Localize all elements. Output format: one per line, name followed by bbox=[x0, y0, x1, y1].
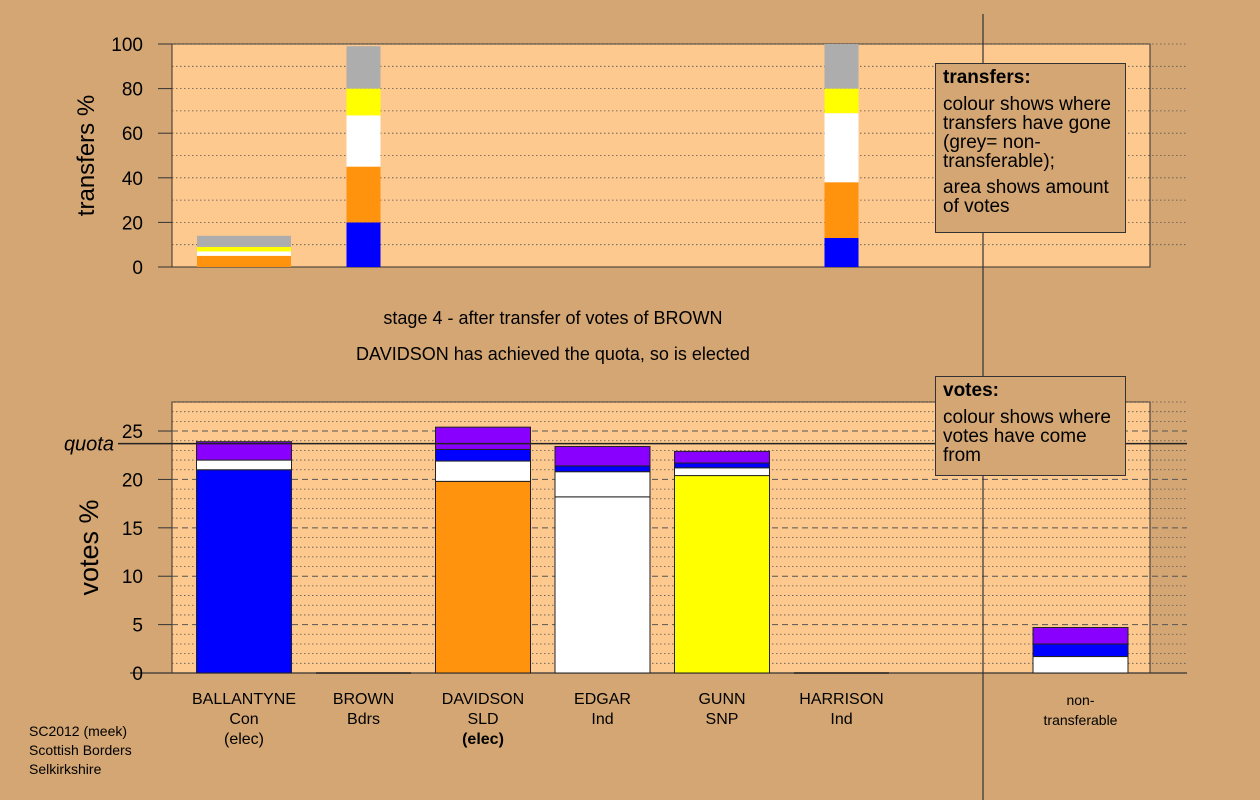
transfers-bar-segment bbox=[197, 255, 291, 267]
stage-title: stage 4 - after transfer of votes of BRO… bbox=[383, 308, 723, 328]
transfers-bar-segment bbox=[346, 46, 381, 89]
votes-bar-segment bbox=[1032, 643, 1129, 658]
candidate-label: DAVIDSON SLD (elec) bbox=[418, 690, 548, 750]
transfers-bar-segment bbox=[346, 88, 381, 116]
footer-line-1: SC2012 (meek) bbox=[29, 723, 128, 739]
candidate-status: (elec) bbox=[462, 731, 504, 748]
candidate-name: HARRISON bbox=[799, 691, 884, 708]
candidate-party: Con bbox=[229, 711, 259, 728]
transfers-bar-segment bbox=[824, 113, 859, 183]
votes-legend-heading: votes: bbox=[943, 380, 999, 401]
votes-bar-segment bbox=[196, 459, 292, 471]
candidate-label: GUNN SNP bbox=[657, 690, 787, 730]
transfers-tick-label: 0 bbox=[132, 258, 143, 279]
transfers-bar-segment bbox=[824, 88, 859, 114]
candidate-name: GUNN bbox=[698, 691, 746, 708]
quota-label: quota bbox=[64, 434, 114, 456]
transfers-bar-segment bbox=[197, 235, 291, 247]
candidate-name: DAVIDSON bbox=[441, 691, 525, 708]
votes-tick-label: 15 bbox=[122, 519, 143, 540]
footer: SC2012 (meek) Scottish Borders Selkirksh… bbox=[29, 722, 132, 779]
candidate-label: BALLANTYNE Con (elec) bbox=[179, 690, 309, 750]
votes-tick-label: 20 bbox=[122, 470, 143, 491]
votes-tick-label: 5 bbox=[132, 616, 143, 637]
votes-tick-label: 25 bbox=[122, 422, 143, 443]
candidate-party: Ind bbox=[591, 711, 614, 728]
votes-bar-segment bbox=[674, 462, 770, 469]
candidate-name: BALLANTYNE bbox=[191, 691, 297, 708]
candidate-status: (elec) bbox=[223, 731, 264, 748]
transfers-bar-segment bbox=[346, 222, 381, 267]
transfers-bar-segment bbox=[824, 182, 859, 239]
footer-line-3: Selkirkshire bbox=[29, 761, 102, 777]
votes-bar-segment bbox=[435, 460, 531, 482]
transfers-bar-segment bbox=[824, 238, 859, 267]
transfers-tick-label: 20 bbox=[122, 213, 143, 234]
votes-bar-segment bbox=[554, 465, 651, 473]
votes-bar-segment bbox=[196, 441, 292, 461]
candidate-name: EDGAR bbox=[574, 691, 631, 708]
candidate-label: HARRISON Ind bbox=[777, 690, 907, 730]
votes-axis-title: votes % bbox=[74, 499, 104, 595]
votes-bar-segment bbox=[196, 469, 292, 674]
votes-bar-segment bbox=[554, 496, 651, 674]
candidate-name: BROWN bbox=[332, 691, 395, 708]
candidate-party: transferable bbox=[1043, 712, 1118, 728]
stage-subtitle: DAVIDSON has achieved the quota, so is e… bbox=[356, 344, 750, 364]
transfers-legend-text: colour shows where transfers have gone (… bbox=[943, 94, 1111, 172]
candidate-party: SLD bbox=[467, 711, 499, 728]
votes-bar-segment bbox=[554, 446, 651, 467]
candidate-label: non-transferable bbox=[1016, 690, 1146, 730]
votes-bar-segment bbox=[435, 480, 531, 674]
transfers-bar-segment bbox=[824, 44, 859, 89]
votes-bar-segment bbox=[674, 467, 770, 477]
transfers-legend-heading: transfers: bbox=[943, 67, 1031, 88]
candidate-label: BROWN Bdrs bbox=[299, 690, 429, 730]
transfers-axis-title: transfers % bbox=[73, 95, 100, 216]
votes-bar-segment bbox=[435, 448, 531, 462]
candidate-party: Ind bbox=[830, 711, 853, 728]
candidate-label: EDGAR Ind bbox=[538, 690, 668, 730]
votes-tick-label: 10 bbox=[122, 567, 143, 588]
votes-bar-segment bbox=[554, 471, 651, 498]
transfers-bar-segment bbox=[197, 251, 291, 256]
votes-chart: 0 5 10 15 20 25 votes % quota bbox=[64, 401, 1187, 685]
votes-bar-segment bbox=[674, 475, 770, 674]
transfers-tick-label: 80 bbox=[122, 80, 143, 101]
transfers-tick-label: 100 bbox=[111, 35, 143, 56]
votes-legend-text: colour shows where votes have come from bbox=[943, 407, 1111, 466]
votes-tick-label: 0 bbox=[132, 664, 143, 685]
votes-bar-segment bbox=[1032, 656, 1129, 674]
votes-bar-segment bbox=[435, 426, 531, 450]
footer-line-2: Scottish Borders bbox=[29, 742, 132, 758]
transfers-bar-segment bbox=[197, 246, 291, 252]
candidate-party: SNP bbox=[705, 711, 739, 728]
transfers-legend-area-text: area shows amount of votes bbox=[943, 177, 1109, 217]
transfers-tick-label: 40 bbox=[122, 169, 143, 190]
transfers-bar-segment bbox=[346, 115, 381, 167]
candidate-party: Bdrs bbox=[347, 711, 380, 728]
votes-legend: votes: colour shows where votes have com… bbox=[935, 376, 1126, 476]
votes-bar-segment bbox=[1032, 627, 1129, 645]
transfers-tick-label: 60 bbox=[122, 124, 143, 145]
candidate-name: non- bbox=[1066, 692, 1095, 708]
transfers-bar-segment bbox=[346, 166, 381, 223]
transfers-legend: transfers: colour shows where transfers … bbox=[935, 63, 1126, 233]
votes-bar-segment bbox=[674, 450, 770, 464]
